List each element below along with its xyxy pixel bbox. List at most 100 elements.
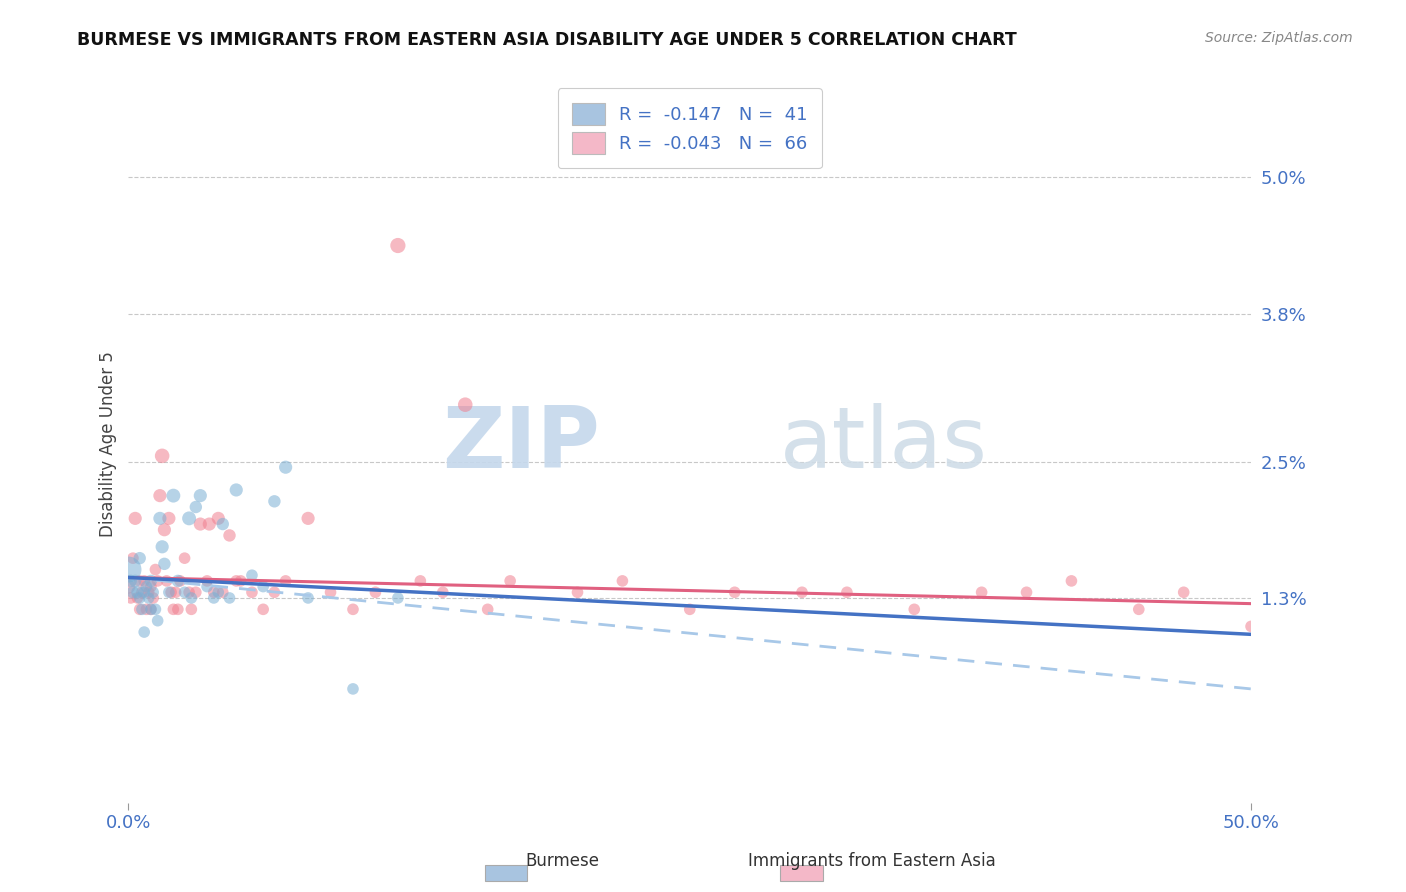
Point <box>142 585 165 599</box>
Point <box>128 574 150 588</box>
Point <box>263 494 285 508</box>
Point <box>128 602 150 616</box>
Point <box>409 574 432 588</box>
Point <box>131 602 153 616</box>
Point <box>202 585 225 599</box>
Point <box>1060 574 1083 588</box>
Point <box>117 562 139 576</box>
Point <box>142 591 165 605</box>
Point <box>150 540 173 554</box>
Point <box>139 602 162 616</box>
Point <box>177 585 200 599</box>
Point <box>150 449 173 463</box>
Point <box>128 551 150 566</box>
Point <box>240 568 263 582</box>
Point <box>127 585 149 599</box>
Point <box>124 574 146 588</box>
Point <box>207 511 229 525</box>
Point <box>120 574 142 588</box>
Point <box>1128 602 1150 616</box>
Point <box>153 557 176 571</box>
Point <box>970 585 993 599</box>
Point <box>162 602 184 616</box>
Point <box>122 551 145 566</box>
Point <box>145 562 167 576</box>
Point <box>567 585 589 599</box>
Point <box>252 602 274 616</box>
Point <box>342 681 364 696</box>
Point <box>124 511 146 525</box>
Legend: R =  -0.147   N =  41, R =  -0.043   N =  66: R = -0.147 N = 41, R = -0.043 N = 66 <box>558 88 823 169</box>
Point <box>387 238 409 252</box>
Point <box>128 591 150 605</box>
Point <box>202 591 225 605</box>
Point <box>225 574 247 588</box>
Point <box>218 591 240 605</box>
Point <box>184 500 207 514</box>
Point <box>180 602 202 616</box>
Point <box>240 585 263 599</box>
Point <box>145 602 167 616</box>
Text: ZIP: ZIP <box>443 403 600 486</box>
Point <box>1015 585 1038 599</box>
Point <box>160 585 183 599</box>
Point <box>162 489 184 503</box>
Point <box>184 585 207 599</box>
Point <box>139 580 162 594</box>
Point <box>188 517 211 532</box>
Point <box>165 585 187 599</box>
Point <box>229 574 252 588</box>
Point <box>139 602 162 616</box>
Text: Burmese: Burmese <box>526 852 599 870</box>
Point <box>167 574 190 588</box>
Point <box>477 602 499 616</box>
Point <box>903 602 925 616</box>
Point <box>297 591 319 605</box>
Text: BURMESE VS IMMIGRANTS FROM EASTERN ASIA DISABILITY AGE UNDER 5 CORRELATION CHART: BURMESE VS IMMIGRANTS FROM EASTERN ASIA … <box>77 31 1017 49</box>
Point <box>157 585 180 599</box>
Point <box>138 585 160 599</box>
Point <box>297 511 319 525</box>
Point <box>211 585 233 599</box>
Point <box>138 591 160 605</box>
Point <box>135 602 157 616</box>
Point <box>153 523 176 537</box>
Point <box>139 574 162 588</box>
Point <box>146 614 169 628</box>
Point <box>180 591 202 605</box>
Point <box>1173 585 1195 599</box>
Point <box>198 517 221 532</box>
Point <box>122 585 145 599</box>
Point <box>134 585 156 599</box>
Point <box>274 460 297 475</box>
Point <box>134 625 156 640</box>
Point <box>157 511 180 525</box>
Point <box>612 574 634 588</box>
Point <box>499 574 522 588</box>
Point <box>149 489 172 503</box>
Point <box>319 585 342 599</box>
Point <box>835 585 858 599</box>
Point <box>135 580 157 594</box>
Point <box>173 551 195 566</box>
Point <box>120 591 142 605</box>
Text: Immigrants from Eastern Asia: Immigrants from Eastern Asia <box>748 852 995 870</box>
Point <box>263 585 285 599</box>
Point <box>454 398 477 412</box>
Point <box>724 585 747 599</box>
Point <box>195 574 218 588</box>
Point <box>790 585 813 599</box>
Point <box>156 574 179 588</box>
Point <box>167 602 190 616</box>
Text: atlas: atlas <box>779 403 987 486</box>
Point <box>211 517 233 532</box>
Point <box>364 585 387 599</box>
Text: Source: ZipAtlas.com: Source: ZipAtlas.com <box>1205 31 1353 45</box>
Point <box>432 585 454 599</box>
Point <box>342 602 364 616</box>
Y-axis label: Disability Age Under 5: Disability Age Under 5 <box>100 351 117 537</box>
Point <box>1240 619 1263 633</box>
Point <box>387 591 409 605</box>
Point <box>146 574 169 588</box>
Point <box>173 585 195 599</box>
